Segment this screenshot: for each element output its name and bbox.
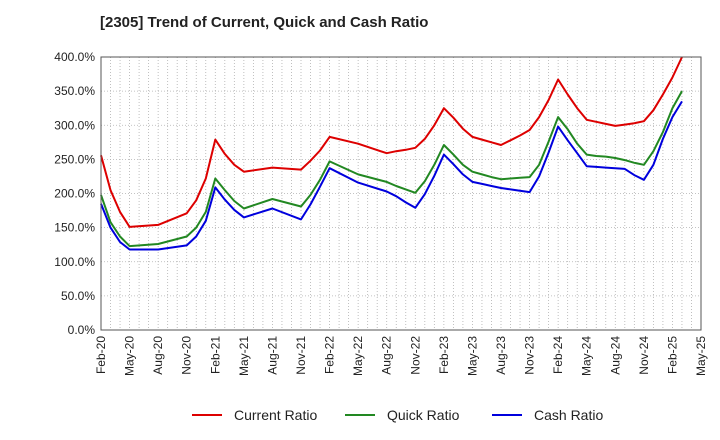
y-tick-label: 100.0% [54,255,95,269]
x-tick-label: May-22 [351,336,365,376]
x-tick-label: Aug-24 [608,336,622,375]
x-tick-label: Nov-24 [637,336,651,375]
y-tick-label: 400.0% [54,50,95,64]
plot-frame [100,56,702,331]
y-tick-label: 200.0% [54,187,95,201]
x-tick-label: May-20 [123,336,137,376]
y-tick-label: 150.0% [54,221,95,235]
y-tick-label: 0.0% [68,323,96,337]
x-tick-label: Feb-23 [437,336,451,374]
x-tick-label: Nov-22 [408,336,422,375]
axis-ticks: 0.0% 50.0% 100.0% 150.0% 200.0% 250.0% 300.0% 3… [54,50,708,376]
x-tick-label: Feb-22 [323,336,337,374]
chart-title: [2305] Trend of Current, Quick and Cash … [100,14,429,31]
legend-label: Quick Ratio [387,407,460,423]
x-tick-label: Aug-23 [494,336,508,375]
x-tick-label: Aug-21 [265,336,279,375]
legend: Current Ratio Quick Ratio Cash Ratio [192,407,603,423]
grid-lines [100,56,702,331]
x-tick-label: Nov-21 [294,336,308,375]
x-tick-label: Aug-20 [151,336,165,375]
plot-lines [100,56,683,251]
legend-label: Cash Ratio [534,407,603,423]
x-tick-label: Feb-21 [208,336,222,374]
series-line-current-ratio [100,56,683,228]
x-tick-label: Feb-24 [551,336,565,374]
legend-label: Current Ratio [234,407,317,423]
x-tick-label: May-24 [580,336,594,376]
y-tick-label: 350.0% [54,84,95,98]
x-tick-label: Feb-25 [665,336,679,374]
x-tick-label: Nov-20 [180,336,194,375]
y-tick-label: 250.0% [54,152,95,166]
x-tick-label: Nov-23 [523,336,537,375]
series-line-quick-ratio [100,90,683,248]
x-tick-label: May-23 [465,336,479,376]
x-tick-label: Aug-22 [380,336,394,375]
x-tick-label: May-25 [694,336,708,376]
x-tick-label: Feb-20 [94,336,108,374]
y-tick-label: 300.0% [54,118,95,132]
series-line-cash-ratio [100,100,683,251]
x-tick-label: May-21 [237,336,251,376]
y-tick-label: 50.0% [61,289,95,303]
